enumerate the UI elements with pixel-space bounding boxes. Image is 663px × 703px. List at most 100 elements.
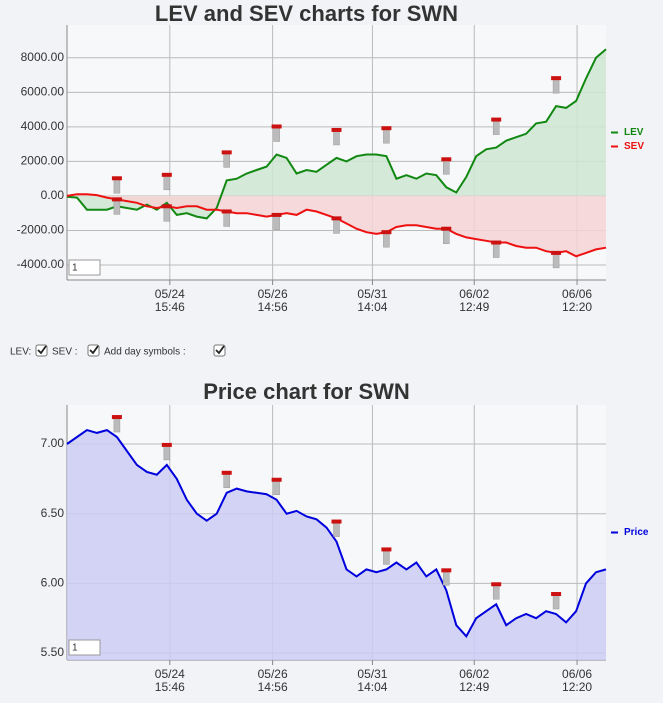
day-symbol — [331, 519, 342, 537]
day-symbol-stem — [273, 480, 280, 496]
day-symbol-stem — [492, 243, 500, 258]
day-symbol-stem — [113, 417, 121, 433]
x-tick-label: 06/06 — [562, 667, 592, 681]
day-symbol-cap — [221, 470, 232, 475]
day-symbol-stem — [223, 473, 230, 489]
y-tick-label: -4000.00 — [17, 257, 65, 271]
day-symbol-stem — [383, 232, 390, 248]
day-symbol-cap — [491, 240, 502, 245]
day-symbol-stem — [273, 127, 280, 142]
x-tick-sublabel: 12:20 — [562, 680, 592, 694]
day-symbol — [381, 547, 392, 565]
day-symbol — [221, 150, 232, 168]
day-symbol — [441, 157, 452, 175]
control-label: LEV: — [10, 347, 31, 358]
x-tick-sublabel: 12:20 — [562, 300, 592, 314]
x-tick-label: 05/26 — [258, 287, 288, 301]
range-input-value: 1 — [72, 263, 78, 274]
line — [66, 429, 607, 639]
day-symbol-stem — [333, 130, 340, 146]
day-symbol-cap — [491, 582, 502, 587]
day-symbol-stem — [163, 207, 171, 222]
y-tick-label: 6.00 — [41, 576, 65, 590]
legend-label: Price — [624, 527, 649, 538]
chart-title: LEV and SEV charts for SWN — [155, 1, 458, 26]
y-tick-label: 5.50 — [41, 645, 65, 659]
day-symbol-cap — [221, 209, 232, 214]
chart-title: Price chart for SWN — [203, 379, 410, 404]
checkbox-check — [37, 345, 47, 355]
day-symbol — [161, 442, 172, 461]
checkbox-check — [215, 345, 225, 355]
day-symbol-cap — [331, 216, 342, 221]
day-symbol — [221, 470, 232, 489]
checkbox[interactable] — [35, 344, 48, 357]
day-symbol-stem — [383, 128, 390, 144]
x-tick-sublabel: 15:46 — [155, 680, 185, 694]
day-symbol-cap — [491, 117, 502, 122]
day-symbol-cap — [271, 124, 282, 129]
x-tick-label: 06/06 — [562, 287, 592, 301]
day-symbol-cap — [111, 415, 122, 420]
day-symbol-cap — [271, 212, 282, 217]
day-symbol-stem — [443, 229, 450, 244]
range-input[interactable] — [68, 259, 101, 276]
day-symbol-stem — [492, 585, 500, 600]
day-symbol-cap — [111, 176, 122, 181]
y-tick-label: 2000.00 — [21, 154, 65, 168]
line — [66, 48, 607, 220]
checkbox[interactable] — [87, 344, 100, 357]
checkbox[interactable] — [213, 344, 226, 357]
y-tick-label: 0.00 — [41, 188, 65, 202]
day-symbol-stem — [113, 200, 121, 215]
x-tick-label: 05/31 — [357, 667, 387, 681]
day-symbol-stem — [113, 179, 121, 194]
day-symbol-cap — [221, 150, 232, 155]
y-tick-label: 6000.00 — [21, 85, 65, 99]
range-input[interactable] — [68, 639, 101, 656]
day-symbol-stem — [273, 215, 280, 231]
day-symbol-cap — [161, 442, 172, 447]
day-symbol-stem — [443, 571, 450, 586]
day-symbol — [381, 126, 392, 144]
day-symbol — [271, 124, 282, 142]
x-tick-label: 05/24 — [155, 287, 185, 301]
day-symbol-stem — [443, 160, 450, 175]
control-label: SEV : — [52, 347, 78, 358]
day-symbol-stem — [383, 550, 390, 565]
day-symbol — [111, 176, 122, 194]
day-symbol-stem — [333, 219, 340, 234]
day-symbol-cap — [441, 568, 452, 573]
checkbox-check — [89, 345, 99, 355]
x-tick-label: 05/31 — [357, 287, 387, 301]
y-tick-label: 7.00 — [41, 436, 65, 450]
day-symbol — [441, 226, 452, 244]
day-symbol — [111, 415, 122, 433]
day-symbol-cap — [111, 197, 122, 202]
day-symbol-cap — [331, 519, 342, 524]
day-symbol — [161, 172, 172, 191]
x-tick-sublabel: 12:49 — [459, 300, 489, 314]
x-tick-sublabel: 15:46 — [155, 300, 185, 314]
x-tick-sublabel: 14:04 — [357, 680, 387, 694]
y-tick-label: -2000.00 — [17, 223, 65, 237]
x-tick-sublabel: 14:56 — [258, 300, 288, 314]
day-symbol — [271, 477, 282, 496]
range-input-value: 1 — [72, 643, 78, 654]
legend-label: SEV — [624, 141, 644, 152]
day-symbol-cap — [271, 477, 282, 482]
day-symbol — [271, 212, 282, 231]
day-symbol — [331, 127, 342, 146]
day-symbol — [381, 230, 392, 248]
day-symbol-stem — [492, 120, 500, 135]
day-symbol-cap — [381, 547, 392, 552]
day-symbol — [551, 592, 562, 610]
day-symbol — [111, 197, 122, 215]
day-symbol — [491, 117, 502, 135]
area — [67, 49, 606, 219]
day-symbol-stem — [163, 175, 171, 191]
day-symbol-cap — [551, 592, 562, 597]
y-tick-label: 8000.00 — [21, 50, 65, 64]
day-symbol-stem — [552, 78, 560, 94]
day-symbol-cap — [381, 126, 392, 131]
